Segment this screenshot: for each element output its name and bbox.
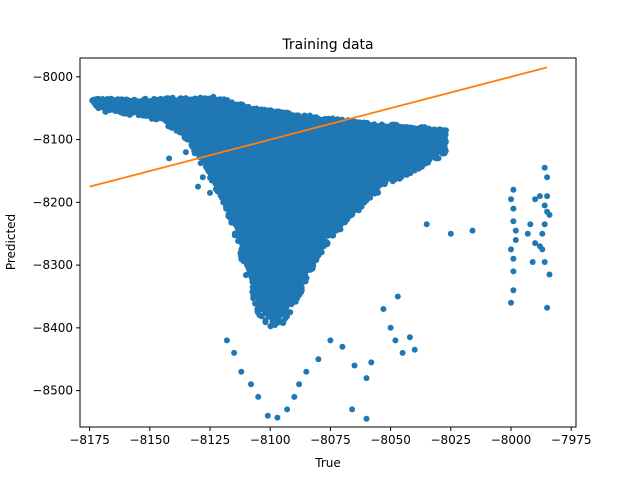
plot-marks	[89, 66, 553, 422]
scatter-point	[126, 111, 133, 118]
scatter-point	[318, 249, 325, 256]
scatter-point	[334, 226, 341, 233]
scatter-point	[262, 319, 269, 326]
scatter-point	[256, 312, 263, 318]
scatter-point	[280, 317, 287, 324]
scatter-point	[284, 313, 290, 320]
scatter-point	[102, 108, 109, 115]
scatter-point	[324, 239, 331, 246]
scatter-point	[254, 306, 261, 313]
scatter-point	[267, 323, 274, 330]
scatter-point	[272, 322, 279, 328]
